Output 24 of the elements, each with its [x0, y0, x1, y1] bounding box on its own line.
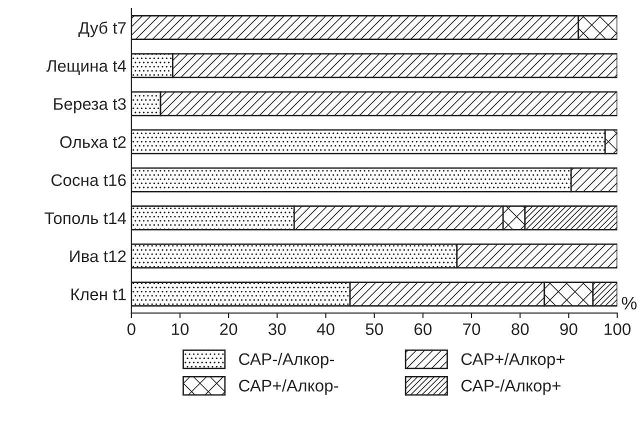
- y-tick-label: Ива t12: [70, 250, 126, 262]
- x-tick-label: 100: [604, 323, 631, 336]
- x-tick-label: 60: [414, 323, 432, 336]
- y-tick-label: Береза t3: [54, 98, 126, 114]
- y-tick-label: Лещина t4: [46, 60, 126, 75]
- x-tick-label: 40: [316, 323, 334, 336]
- legend-label: САР+/Алкор+: [461, 352, 565, 368]
- x-tick-label: 30: [268, 323, 286, 336]
- y-tick-label: Клен t1: [71, 288, 126, 300]
- x-tick-label: 70: [463, 323, 480, 336]
- legend-label: САР+/Алкор-: [239, 379, 338, 395]
- y-tick-label: Сосна t16: [51, 174, 126, 186]
- y-tick-label: Дуб t7: [78, 21, 126, 38]
- x-tick-label: 80: [512, 323, 529, 336]
- y-tick-label: Ольха t2: [60, 136, 126, 148]
- x-tick-label: 10: [172, 323, 189, 336]
- x-tick-label: 20: [220, 323, 238, 336]
- x-axis-title: %: [622, 296, 637, 310]
- y-tick-label: Тополь t14: [44, 212, 126, 224]
- legend-label: САР-/Алкор-: [239, 352, 334, 368]
- x-tick-label: 50: [366, 323, 383, 336]
- x-tick-label: 90: [560, 323, 578, 336]
- legend-label: САР-/Алкор+: [461, 379, 560, 395]
- x-tick-label: 0: [127, 323, 136, 336]
